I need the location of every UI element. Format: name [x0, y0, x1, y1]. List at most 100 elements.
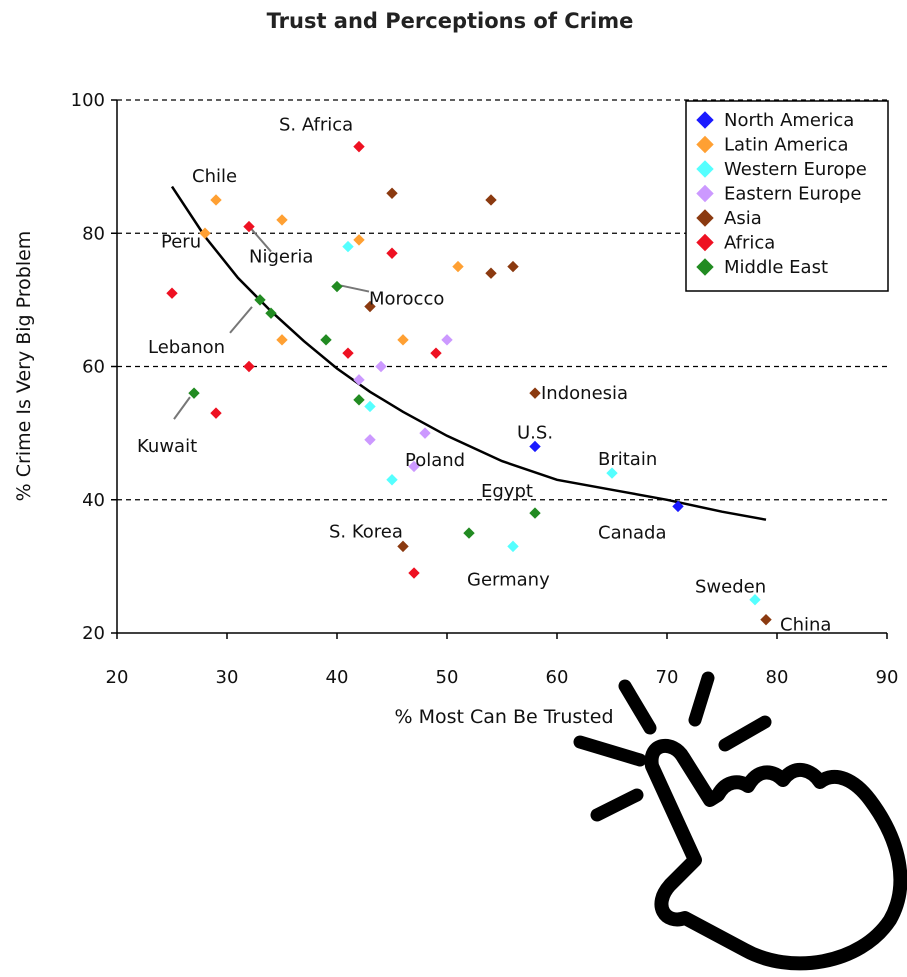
legend-marker	[696, 160, 714, 178]
data-point	[320, 334, 332, 346]
data-point	[276, 334, 288, 346]
legend-marker	[696, 258, 714, 276]
leader-line	[340, 284, 370, 293]
legend-label: North America	[724, 110, 854, 131]
data-point	[463, 527, 475, 539]
legend-marker	[696, 184, 714, 203]
y-tick-label: 40	[82, 490, 105, 511]
data-point	[397, 540, 409, 553]
data-point	[243, 220, 255, 233]
point-label: U.S.	[517, 422, 553, 443]
data-point	[485, 267, 497, 279]
point-label: Nigeria	[249, 247, 313, 268]
data-point	[386, 474, 398, 486]
data-point	[353, 394, 365, 406]
data-point	[441, 334, 453, 346]
data-point	[342, 240, 354, 253]
data-point	[265, 307, 277, 319]
point-label: Lebanon	[148, 337, 225, 358]
point-label: Indonesia	[541, 383, 628, 404]
legend: North America Latin America Western Europe…	[685, 100, 889, 292]
data-point	[276, 214, 288, 226]
data-point	[254, 294, 266, 306]
data-point	[672, 500, 684, 513]
data-point	[210, 194, 222, 206]
x-tick-label: 90	[876, 667, 899, 688]
legend-label: Eastern Europe	[724, 184, 861, 205]
legend-label: Western Europe	[724, 159, 867, 180]
data-point	[507, 540, 519, 553]
point-label: S. Africa	[279, 115, 353, 136]
leader-line	[173, 396, 191, 420]
data-point	[452, 260, 464, 273]
legend-label: Latin America	[724, 135, 849, 156]
data-points	[166, 140, 772, 626]
point-label: Germany	[467, 569, 550, 590]
x-tick-label: 20	[106, 667, 129, 688]
leader-line	[250, 227, 272, 253]
data-point	[243, 360, 255, 373]
data-point	[364, 434, 376, 446]
data-point	[342, 347, 354, 359]
data-point	[166, 287, 178, 299]
point-label: Chile	[192, 166, 237, 187]
data-point	[408, 460, 420, 473]
data-point	[529, 387, 541, 399]
annotation-leader-lines	[173, 227, 370, 420]
legend-marker	[696, 135, 714, 154]
leader-line	[229, 306, 253, 334]
x-tick-label: 40	[326, 667, 349, 688]
legend-label: Middle East	[724, 257, 828, 278]
legend-box	[685, 100, 889, 292]
point-label: Canada	[598, 522, 667, 543]
data-point	[353, 374, 365, 386]
y-tick-label: 20	[82, 623, 105, 644]
data-point	[529, 507, 541, 519]
legend-marker	[696, 111, 714, 129]
data-point	[353, 234, 365, 246]
data-point	[529, 440, 541, 453]
axes	[111, 99, 888, 639]
data-point	[430, 347, 442, 359]
data-point	[364, 400, 376, 413]
y-tick-label: 100	[71, 90, 105, 111]
point-label: Britain	[598, 449, 657, 470]
y-tick-label: 80	[82, 223, 105, 244]
point-label: Peru	[161, 231, 201, 252]
data-point	[606, 467, 618, 479]
x-axis-title: % Most Can Be Trusted	[394, 706, 613, 728]
data-point	[375, 360, 387, 373]
data-point	[749, 593, 761, 606]
point-annotations: S. Africa Chile Peru Nigeria Morocco Lebanon K…	[137, 115, 831, 636]
data-point	[199, 227, 211, 239]
x-tick-label: 70	[656, 667, 679, 688]
data-point	[397, 334, 409, 346]
y-tick-label: 60	[82, 357, 105, 378]
data-point	[210, 407, 222, 419]
x-tick-label: 60	[546, 667, 569, 688]
chart-title: Trust and Perceptions of Crime	[267, 9, 634, 33]
data-point	[386, 187, 398, 199]
point-label: Egypt	[481, 481, 533, 502]
legend-label: Africa	[724, 233, 775, 254]
pointing-hand-click-icon	[573, 671, 907, 971]
x-tick-label: 30	[216, 667, 239, 688]
legend-marker	[696, 209, 714, 227]
data-point	[188, 387, 200, 399]
point-label: Kuwait	[137, 436, 197, 457]
point-label: Poland	[405, 450, 465, 471]
y-axis-title: % Crime Is Very Big Problem	[13, 231, 35, 502]
point-label: Morocco	[369, 289, 444, 310]
data-point	[419, 427, 431, 439]
data-point	[386, 247, 398, 259]
data-point	[485, 194, 497, 206]
legend-label: Asia	[724, 208, 762, 229]
data-point	[331, 280, 343, 293]
x-tick-labels: 20 30 40 50 60 70 80 90	[106, 667, 899, 688]
x-tick-label: 50	[436, 667, 459, 688]
data-point	[408, 567, 420, 579]
point-label: S. Korea	[329, 521, 403, 542]
data-point	[760, 613, 772, 626]
data-point	[507, 260, 519, 273]
data-point	[353, 140, 365, 153]
